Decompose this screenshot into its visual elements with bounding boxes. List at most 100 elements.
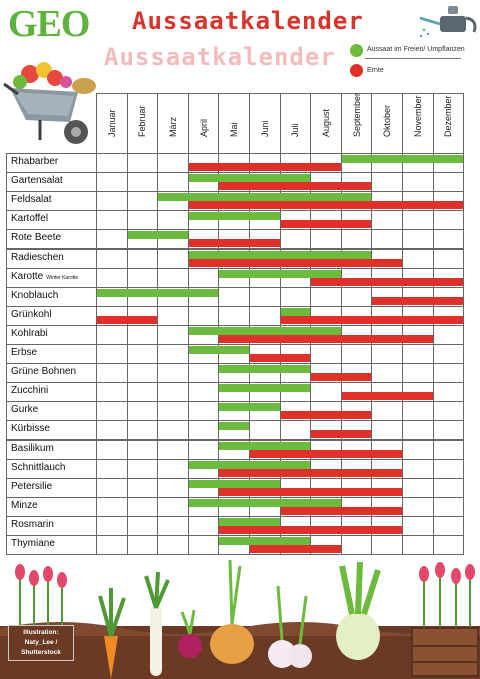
month-cell — [126, 153, 159, 174]
month-header: Juli — [279, 93, 312, 154]
month-cell — [96, 458, 128, 479]
plant-row-label: Grünkohl — [6, 305, 97, 326]
harvest-bar — [219, 182, 372, 191]
month-cell — [371, 229, 403, 250]
month-cell — [157, 344, 189, 365]
month-cell — [402, 515, 434, 536]
month-cell — [187, 305, 220, 326]
harvest-bar — [250, 354, 311, 362]
month-cell — [157, 515, 189, 536]
month-header: Oktober — [371, 93, 403, 154]
month-label: Januar — [106, 109, 117, 137]
month-cell — [96, 496, 128, 517]
month-header: Februar — [126, 93, 159, 154]
month-cell — [432, 229, 465, 250]
month-cell — [96, 420, 128, 441]
month-label: Mai — [229, 122, 240, 137]
month-cell — [126, 248, 159, 269]
plant-row-label: Rote Beete — [6, 229, 97, 250]
plant-name: Basilikum — [11, 442, 54, 454]
sowing-bar — [219, 403, 280, 412]
month-label: November — [412, 95, 423, 137]
month-cell — [402, 439, 434, 460]
month-label: Juli — [290, 123, 301, 137]
harvest-bar — [188, 258, 402, 267]
harvest-bar — [341, 392, 433, 401]
plant-name: Feldsalat — [11, 194, 52, 206]
harvest-bar — [280, 506, 402, 515]
plant-name: Minze — [11, 499, 38, 511]
month-cell — [340, 344, 373, 365]
month-cell — [279, 229, 312, 250]
plant-row-label: Rhabarber — [6, 153, 97, 174]
month-cell — [432, 344, 465, 365]
month-cell — [432, 420, 465, 441]
month-cell — [218, 305, 250, 326]
sowing-bar — [188, 212, 280, 221]
month-cell — [371, 344, 403, 365]
harvest-bar — [219, 468, 402, 477]
plant-name: Petersilie — [11, 480, 53, 492]
month-header: März — [157, 93, 189, 154]
month-cell — [402, 172, 434, 193]
month-cell — [126, 401, 159, 422]
harvest-bar — [280, 411, 372, 420]
month-cell — [432, 363, 465, 384]
month-cell — [157, 439, 189, 460]
plant-name: Rhabarber — [11, 156, 59, 167]
sowing-bar — [219, 441, 311, 450]
harvest-bar — [219, 334, 433, 343]
month-cell — [340, 229, 373, 250]
plant-name: Rosmarin — [11, 518, 54, 530]
sowing-bar — [219, 517, 280, 526]
month-cell — [157, 210, 189, 231]
month-cell — [157, 363, 189, 384]
plant-note: Winter Karotte — [46, 274, 79, 281]
month-cell — [402, 420, 434, 441]
month-cell — [96, 439, 128, 460]
plant-row-label: Schnittlauch — [6, 458, 97, 479]
month-header: Juni — [249, 93, 281, 154]
month-cell — [157, 477, 189, 498]
month-cell — [157, 305, 189, 326]
sowing-bar — [188, 174, 311, 183]
month-cell — [157, 172, 189, 193]
month-header: Mai — [218, 93, 250, 154]
harvest-bar — [188, 201, 464, 210]
month-cell — [432, 439, 465, 460]
month-cell — [432, 515, 465, 536]
month-cell — [96, 344, 128, 365]
month-cell — [371, 401, 403, 422]
sowing-bar — [97, 288, 219, 297]
month-cell — [402, 401, 434, 422]
month-cell — [340, 286, 373, 307]
month-cell — [371, 420, 403, 441]
month-cell — [432, 248, 465, 269]
month-cell — [187, 420, 220, 441]
sowing-legend-icon — [350, 44, 363, 57]
month-cell — [187, 439, 220, 460]
month-cell — [187, 363, 220, 384]
month-cell — [96, 401, 128, 422]
harvest-bar — [372, 296, 464, 305]
title-shadow: Aussaatkalender — [104, 43, 336, 71]
month-cell — [218, 286, 250, 307]
plant-row-label: Gurke — [6, 401, 97, 422]
month-header: Dezember — [432, 93, 465, 154]
month-cell — [371, 210, 403, 231]
credit-line-2: Naty_Lee / — [24, 639, 58, 646]
month-cell — [402, 344, 434, 365]
month-cell — [432, 496, 465, 517]
plant-name: Karotte — [11, 270, 44, 282]
month-cell — [432, 210, 465, 231]
month-cell — [126, 515, 159, 536]
harvest-bar — [311, 277, 464, 286]
month-cell — [432, 535, 465, 556]
month-header: August — [310, 93, 342, 154]
month-header: November — [402, 93, 434, 154]
month-cell — [126, 496, 159, 517]
month-cell — [187, 382, 220, 403]
harvest-bar — [311, 430, 372, 439]
month-cell — [126, 458, 159, 479]
harvest-bar — [97, 315, 158, 324]
